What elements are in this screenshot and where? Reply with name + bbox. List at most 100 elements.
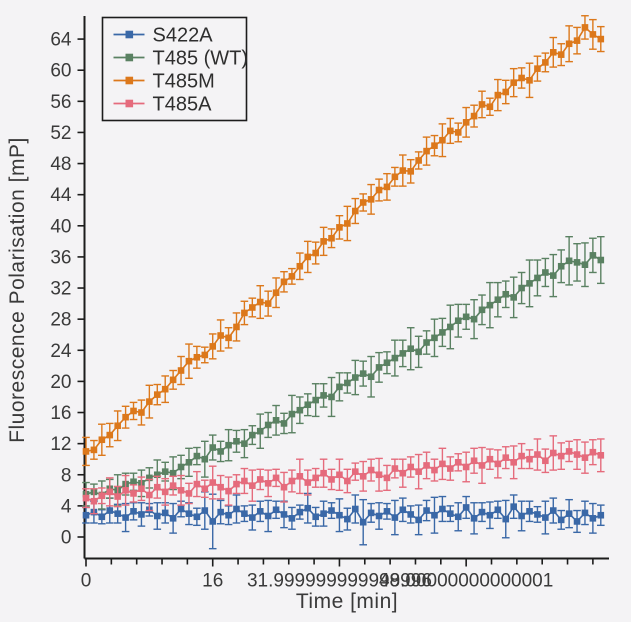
data-point-marker [249,482,256,489]
data-point-marker [209,343,217,350]
data-point-marker [581,509,589,517]
data-point-marker [272,417,280,424]
data-point-marker [573,451,581,458]
data-point-marker [502,88,510,96]
data-point-marker [146,491,153,499]
data-point-marker [470,315,478,323]
data-point-marker [557,516,565,524]
data-point-marker [98,436,106,444]
data-point-marker [296,406,304,414]
data-point-marker [407,463,415,471]
data-point-marker [549,449,557,457]
data-point-marker [391,173,399,181]
y-tick-label: 56 [50,92,71,113]
data-point-marker [589,448,597,456]
data-point-marker [470,515,478,522]
data-point-marker [510,459,517,466]
data-point-marker [557,452,565,460]
data-point-marker [383,183,391,191]
data-point-marker [565,40,573,48]
data-point-marker [201,351,209,359]
data-point-marker [249,514,256,521]
data-point-marker [233,480,240,488]
data-point-marker [549,272,557,279]
data-point-marker [518,284,525,292]
data-point-marker [161,468,169,475]
legend-marker-square [125,53,134,62]
data-point-marker [185,357,193,365]
data-point-marker [328,393,335,401]
data-point-marker [407,168,415,175]
data-point-marker [573,259,581,266]
data-point-marker [573,37,581,44]
x-tick-label: 16 [202,571,223,592]
data-point-marker [486,455,494,463]
data-point-marker [597,256,605,264]
data-point-marker [502,454,510,461]
data-point-marker [130,490,137,497]
data-point-marker [161,509,169,517]
data-point-marker [454,459,462,466]
data-point-marker [431,466,438,474]
data-point-marker [534,451,541,458]
data-point-marker [233,505,240,513]
data-point-marker [423,339,430,346]
data-point-marker [264,512,272,520]
data-point-marker [241,440,248,447]
data-point-marker [565,448,573,455]
data-point-marker [328,507,335,514]
data-point-marker [581,261,589,268]
data-point-marker [169,515,177,522]
data-point-marker [185,510,193,517]
data-point-marker [264,421,272,429]
data-point-marker [177,463,185,471]
data-point-marker [510,503,517,510]
data-point-marker [439,460,446,468]
data-point-marker [454,129,462,136]
data-point-marker [439,136,446,144]
data-point-marker [565,257,573,265]
legend-item-T485A: T485A [113,94,212,116]
data-point-marker [423,147,430,155]
data-point-marker [359,199,367,206]
data-point-marker [399,506,407,514]
data-point-marker [320,469,327,477]
data-point-marker [217,508,224,516]
data-point-marker [288,477,296,485]
data-point-marker [462,463,470,471]
data-point-marker [399,167,407,174]
data-point-marker [320,392,327,399]
data-point-marker [431,142,438,149]
y-tick-label: 36 [50,247,71,268]
data-point-marker [272,289,280,297]
data-point-marker [336,471,343,479]
legend-item-S422A: S422A [113,25,213,47]
data-point-marker [494,506,502,514]
y-tick-label: 60 [50,61,71,82]
data-point-marker [344,379,351,387]
data-point-marker [391,465,399,472]
y-tick-label: 20 [50,372,71,393]
data-point-marker [264,300,272,307]
data-point-marker [510,79,517,86]
legend-item-T485M: T485M [113,71,215,93]
legend-marker-square [125,76,134,85]
y-tick-label: 32 [50,279,71,300]
x-tick-label: 48.00000000000001 [379,571,553,592]
data-point-marker [454,513,462,521]
data-point-marker [526,508,533,515]
data-point-marker [359,370,367,377]
data-point-marker [320,238,327,245]
y-tick-label: 28 [50,310,71,331]
data-point-marker [351,505,359,513]
data-point-marker [518,512,525,520]
data-point-marker [415,468,422,475]
data-point-marker [312,513,319,521]
data-point-marker [542,269,549,276]
y-axis-label: Fluorescence Polarisation [mP] [6,137,29,443]
data-point-marker [161,488,169,496]
data-point-marker [557,51,565,58]
data-point-marker [122,487,129,494]
data-point-marker [193,480,201,488]
